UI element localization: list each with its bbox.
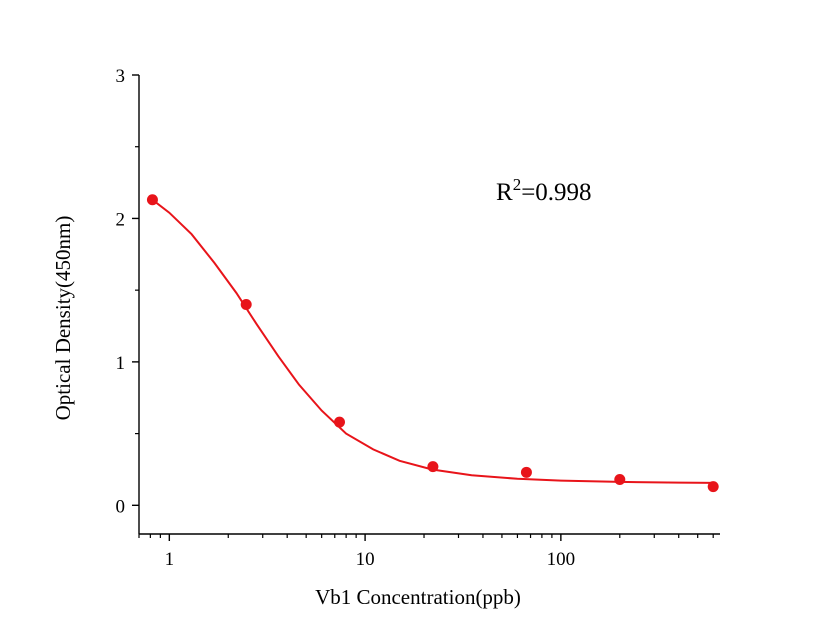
y-axis-title: Optical Density(450nm): [51, 216, 75, 421]
fit-curve: [151, 199, 714, 484]
r-squared-value: =0.998: [521, 179, 591, 206]
data-points-layer: [146, 194, 719, 493]
y-tick-label: 0: [116, 496, 126, 517]
r-squared-superscript: 2: [513, 175, 522, 194]
data-point: [707, 481, 719, 493]
y-tick-label: 2: [116, 209, 126, 230]
data-point: [333, 416, 345, 428]
x-tick-label: 10: [356, 549, 375, 570]
data-point: [614, 473, 626, 485]
data-point: [240, 299, 252, 310]
data-point: [520, 466, 532, 478]
x-tick-label: 100: [547, 549, 576, 570]
y-tick-label: 1: [116, 353, 126, 374]
r-squared-base: R: [496, 179, 513, 206]
y-tick-label: 3: [116, 66, 126, 87]
x-tick-label: 1: [165, 549, 175, 570]
data-point: [146, 194, 158, 206]
data-point: [427, 461, 439, 473]
fit-curve-layer: [151, 199, 714, 484]
x-axis-title: Vb1 Concentration(ppb): [315, 585, 521, 609]
axes-layer: 0 1 2 3 1 10 100: [116, 66, 720, 570]
r-squared-annotation: R2=0.998: [496, 175, 592, 206]
